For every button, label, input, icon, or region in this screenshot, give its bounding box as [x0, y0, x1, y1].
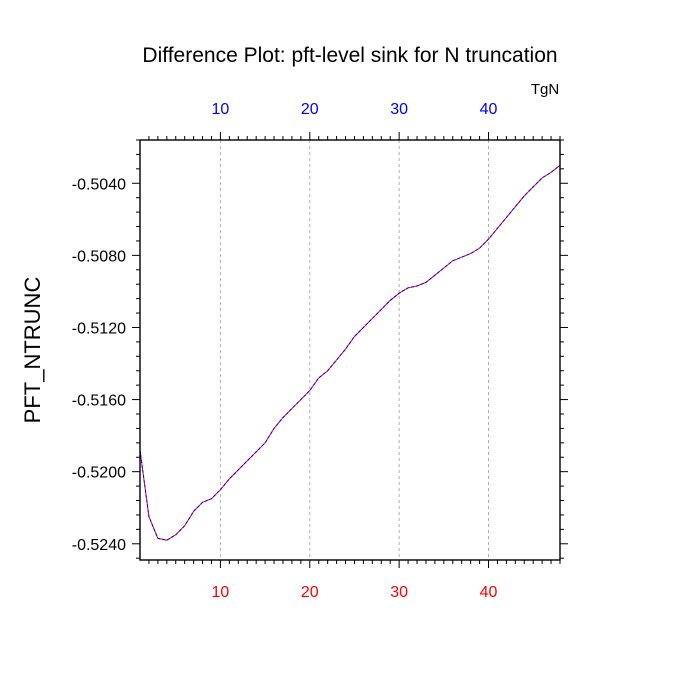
grid-lines	[219, 140, 490, 560]
y-axis-label: PFT_NTRUNC	[20, 277, 45, 424]
chart-title: Difference Plot: pft-level sink for N tr…	[142, 44, 557, 67]
top-tick-label: 10	[212, 101, 230, 118]
series-line-dashed	[139, 164, 561, 541]
x-tick-label: 40	[480, 584, 498, 601]
x-tick-label: 20	[301, 584, 319, 601]
top-tick-label: 40	[480, 101, 498, 118]
y-tick-label: -0.5200	[72, 465, 126, 482]
y-tick-label: -0.5080	[72, 248, 126, 265]
tick-labels: 10 20 30 40 10 20 30 40 -0.5240 -0.5200 -0.5160 -0.…	[72, 101, 498, 601]
data-series	[139, 164, 561, 541]
top-tick-label: 20	[301, 101, 319, 118]
tick-marks	[132, 132, 568, 568]
y-tick-label: -0.5120	[72, 320, 126, 337]
x-tick-label: 10	[212, 584, 230, 601]
top-axis-unit-label: TgN	[531, 81, 559, 98]
top-tick-label: 30	[390, 101, 408, 118]
y-tick-label: -0.5040	[72, 176, 126, 193]
plot-axes	[139, 139, 561, 561]
series-line-solid	[139, 164, 561, 541]
y-tick-label: -0.5160	[72, 393, 126, 410]
plot-frame	[139, 139, 561, 561]
y-tick-label: -0.5240	[72, 537, 126, 554]
x-tick-label: 30	[390, 584, 408, 601]
